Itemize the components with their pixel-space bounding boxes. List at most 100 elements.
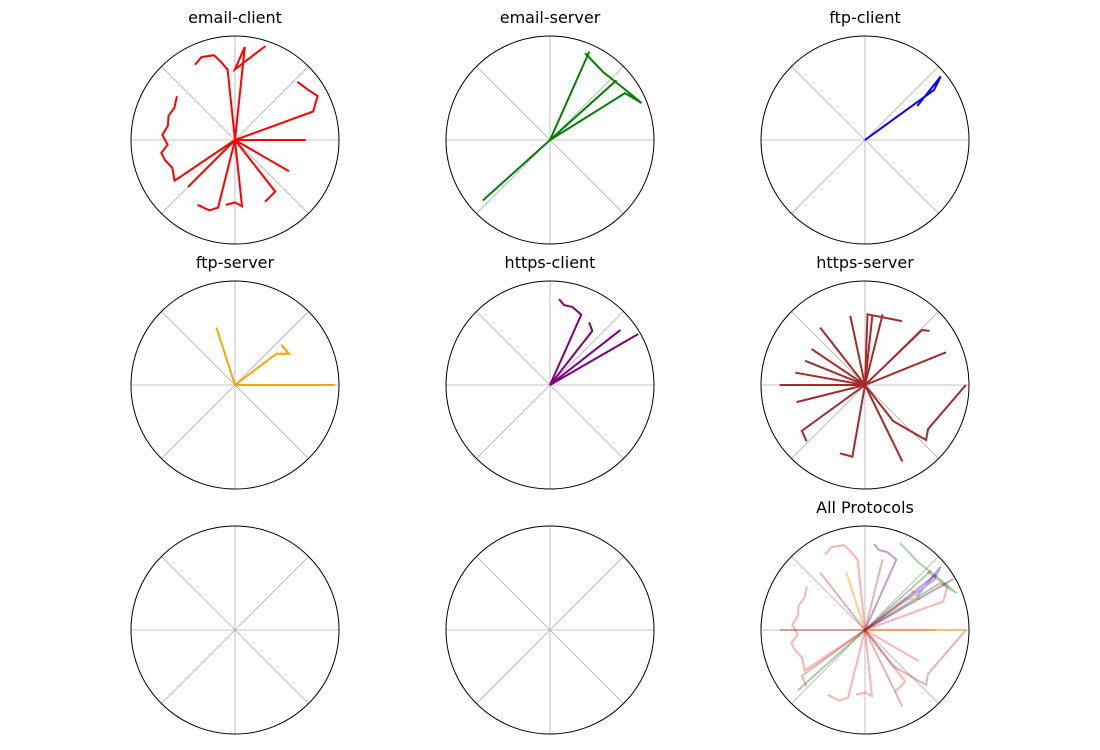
polar-frame [760, 35, 970, 245]
series-line [864, 629, 920, 663]
series-line [549, 333, 639, 386]
series-line [864, 384, 967, 442]
grid-spoke [549, 384, 624, 459]
grid-spoke [161, 311, 236, 386]
polar-frame [445, 35, 655, 245]
grid-spoke [791, 311, 866, 386]
series-line [234, 139, 277, 203]
series-line [864, 329, 930, 386]
series-0 [215, 327, 335, 386]
series-0 [779, 313, 967, 463]
series-line [864, 629, 907, 693]
series-line [864, 75, 942, 141]
grid-spoke [864, 139, 939, 214]
polar-panel: email-client [130, 8, 340, 245]
series-0 [160, 45, 319, 212]
polar-panel [445, 525, 655, 735]
polar-frame [760, 525, 970, 735]
grid-spoke [234, 66, 309, 141]
polar-panel: ftp-client [760, 8, 970, 245]
series-line [864, 559, 884, 631]
series-line [824, 544, 866, 631]
series-line [549, 51, 591, 141]
series-line [232, 45, 267, 141]
series-line [864, 314, 884, 386]
series-line [864, 629, 904, 708]
series-line [864, 629, 967, 687]
panel-title: email-server [500, 8, 601, 27]
series-line [549, 329, 622, 386]
grid-spoke [864, 556, 939, 631]
grid-spoke [791, 629, 866, 704]
series-line [234, 139, 290, 173]
grid-spoke [476, 66, 551, 141]
series-0 [790, 544, 949, 702]
grid-spoke [161, 556, 236, 631]
polar-panel: https-server [760, 253, 970, 490]
series-0 [864, 75, 942, 141]
grid-spoke [864, 629, 939, 704]
grid-spoke [549, 311, 624, 386]
polar-frame [130, 35, 340, 245]
polar-panel: All Protocols [760, 498, 970, 735]
grid-spoke [549, 139, 624, 214]
series-line [839, 384, 866, 458]
grid-spoke [864, 384, 939, 459]
polar-frame [445, 525, 655, 735]
grid-spoke [791, 139, 866, 214]
polar-frame [445, 280, 655, 490]
panel-title: email-client [188, 8, 282, 27]
polar-frame [130, 280, 340, 490]
series-line [800, 384, 866, 442]
polar-frame [760, 280, 970, 490]
series-line [234, 81, 319, 141]
series-line [864, 351, 947, 386]
panel-title: All Protocols [816, 498, 914, 517]
series-line [194, 54, 236, 141]
series-line [197, 139, 236, 212]
series-line [215, 327, 236, 386]
grid-spoke [791, 556, 866, 631]
series-line [160, 95, 236, 183]
series-line [804, 359, 866, 386]
series-0 [482, 51, 643, 202]
series-line [796, 384, 866, 404]
series-line [810, 348, 866, 386]
series-line [845, 572, 866, 631]
series-line [864, 542, 958, 631]
grid-spoke [791, 66, 866, 141]
grid-spoke [476, 384, 551, 459]
grid-spoke [476, 556, 551, 631]
series-4 [864, 543, 954, 631]
polar-panel: email-server [445, 8, 655, 245]
series-line [864, 570, 949, 631]
grid-spoke [161, 66, 236, 141]
series-line [482, 79, 618, 202]
panel-title: https-client [505, 253, 596, 272]
series-1 [797, 542, 958, 692]
grid-spoke [234, 311, 309, 386]
panel-title: ftp-client [829, 8, 901, 27]
grid-spoke [234, 629, 309, 704]
series-line [549, 322, 594, 386]
grid-spoke [234, 556, 309, 631]
panel-title: ftp-server [196, 253, 275, 272]
polar-panel: ftp-server [130, 253, 340, 490]
grid-spoke [791, 384, 866, 459]
grid-spoke [476, 311, 551, 386]
series-line [864, 384, 904, 463]
polar-panel: https-client [445, 253, 655, 490]
series-3 [845, 572, 965, 631]
series-line [819, 326, 866, 386]
grid-spoke [476, 629, 551, 704]
series-0 [549, 298, 639, 386]
series-line [225, 139, 244, 208]
grid-spoke [549, 629, 624, 704]
series-line [187, 139, 236, 188]
series-line [795, 371, 866, 386]
polar-frame [130, 525, 340, 735]
series-line [797, 569, 933, 692]
series-line [855, 629, 874, 698]
series-line [790, 585, 866, 673]
